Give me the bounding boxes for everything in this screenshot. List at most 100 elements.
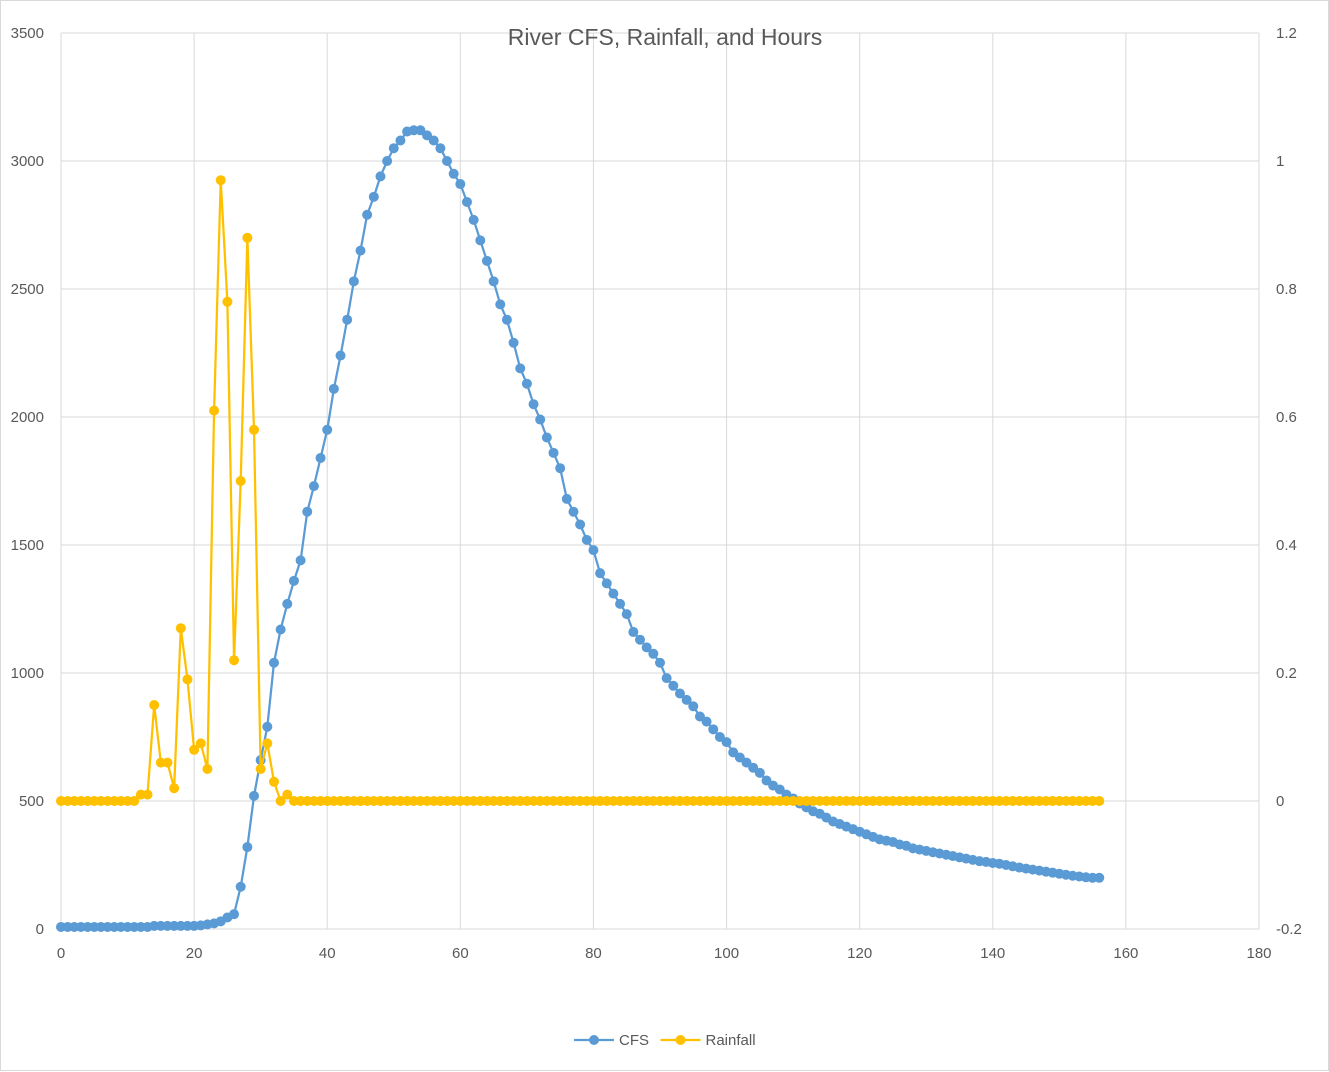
y-tick-label: 3500 [11,25,44,42]
data-point [661,673,672,684]
data-point [388,143,399,154]
x-tick-label: 120 [847,945,872,962]
data-point [468,214,479,225]
data-point [461,196,472,207]
data-point [262,738,273,749]
data-point [189,744,200,755]
y-tick-label: 500 [19,793,44,810]
y-tick-label: 3000 [11,153,44,170]
data-point [701,716,712,727]
data-point [215,175,226,186]
data-point [635,634,646,645]
data-point [641,642,652,653]
x-tick-label: 20 [186,945,203,962]
data-point [448,168,459,179]
data-point [142,789,153,800]
series-line [61,179,1100,803]
y2-tick-label: 0.2 [1276,665,1297,682]
y2-tick-label: -0.2 [1276,921,1302,938]
chart-title: River CFS, Rainfall, and Hours [508,24,822,50]
data-point [342,314,353,325]
y2-tick-label: 1 [1276,153,1284,170]
y2-tick-label: 0.6 [1276,409,1297,426]
data-point [628,627,639,638]
data-point [368,191,379,202]
data-point [475,235,486,246]
data-point [242,232,253,243]
x-tick-label: 180 [1246,945,1271,962]
legend-item-cfs: CFS [574,1032,649,1049]
series-rainfall [56,175,1105,806]
legend: CFS Rainfall [574,1032,756,1049]
x-tick-label: 160 [1113,945,1138,962]
data-point [435,143,446,154]
data-point [382,156,393,166]
data-point [601,578,612,589]
data-point [308,481,319,492]
data-point [242,842,253,853]
data-point [229,909,240,920]
data-point [615,598,626,609]
data-point [195,738,206,749]
legend-swatch-marker [589,1035,599,1045]
data-point [674,688,685,699]
data-point [548,447,559,458]
data-point [555,463,566,474]
series-cfs [56,125,1105,932]
data-point [302,506,313,517]
data-point [581,534,592,545]
y-tick-label: 1000 [11,665,44,682]
data-point [541,432,552,443]
data-point [428,135,439,146]
data-point [754,767,765,778]
data-point [395,135,406,146]
data-point [322,424,333,435]
data-point [182,674,193,685]
data-point [608,588,619,599]
data-point [335,350,346,361]
y2-tick-label: 0.4 [1276,537,1297,554]
y2-tick-label: 0.8 [1276,281,1297,298]
legend-label: Rainfall [706,1032,756,1049]
data-point [235,476,246,486]
data-point [255,764,266,774]
data-point [282,598,293,609]
data-point [275,796,286,806]
data-point [249,424,260,435]
x-tick-label: 40 [319,945,336,962]
data-point [222,296,233,307]
x-tick-label: 60 [452,945,469,962]
data-point [149,700,160,710]
data-point [561,493,572,504]
data-point [508,337,519,348]
x-tick-label: 100 [714,945,739,962]
data-point [328,383,339,394]
data-point [202,764,213,774]
data-point [588,545,599,556]
data-point [268,776,279,787]
data-point [162,757,173,768]
data-point [655,657,665,668]
data-point [209,405,220,416]
data-point [455,179,466,190]
y2-tick-label: 1.2 [1276,25,1297,42]
y2-tick-label: 0 [1276,793,1284,810]
data-point [1094,872,1105,883]
data-point [362,209,373,220]
data-point [268,657,279,668]
data-point [262,721,273,732]
data-point [721,737,732,748]
data-point [521,378,532,389]
axis-layer: 0500100015002000250030003500-0.200.20.40… [11,25,1302,962]
data-point [495,299,506,310]
data-point [169,783,180,794]
data-point [129,796,140,806]
data-point [348,276,359,287]
x-tick-label: 80 [585,945,602,962]
data-point [535,414,546,425]
data-point [249,790,260,801]
data-point [375,171,386,182]
data-point [282,789,293,800]
